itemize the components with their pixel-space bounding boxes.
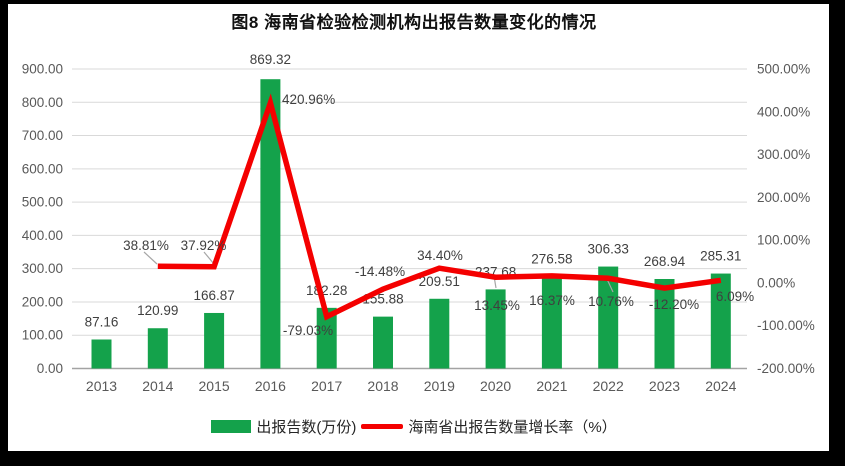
chart-title: 图8 海南省检验检测机构出报告数量变化的情况 bbox=[231, 13, 597, 32]
bar-value-label: 276.58 bbox=[531, 251, 572, 266]
bar bbox=[204, 312, 225, 369]
bar-value-label: 182.28 bbox=[306, 283, 347, 298]
bar bbox=[654, 279, 675, 369]
x-axis-tick-label: 2019 bbox=[424, 378, 455, 394]
growth-value-label: 420.96% bbox=[282, 92, 335, 107]
left-axis-tick-label: 500.00 bbox=[22, 195, 63, 210]
frame-border-right bbox=[829, 0, 845, 466]
right-axis-tick-label: 500.00% bbox=[757, 62, 810, 77]
bar-value-label: 209.51 bbox=[419, 274, 460, 289]
legend-bar-label: 出报告数(万份) bbox=[256, 418, 357, 436]
bar bbox=[260, 79, 281, 369]
bar bbox=[316, 307, 337, 369]
left-axis-tick-label: 100.00 bbox=[22, 328, 63, 343]
x-axis-tick-label: 2018 bbox=[367, 378, 398, 394]
left-axis-tick-label: 900.00 bbox=[22, 62, 63, 77]
x-axis-tick-label: 2015 bbox=[199, 378, 230, 394]
bar bbox=[373, 316, 393, 369]
legend-line-label: 海南省出报告数量增长率（%） bbox=[408, 418, 617, 436]
label-leader-line bbox=[203, 251, 215, 265]
bar-value-label: 120.99 bbox=[137, 303, 178, 318]
bar bbox=[147, 328, 168, 369]
left-axis-tick-label: 300.00 bbox=[22, 261, 63, 276]
growth-value-label: -14.48% bbox=[355, 264, 405, 279]
left-axis-tick-label: 700.00 bbox=[22, 128, 63, 143]
bar-value-label: 306.33 bbox=[588, 242, 629, 257]
x-axis-tick-label: 2020 bbox=[480, 378, 511, 394]
x-axis-tick-label: 2023 bbox=[649, 378, 680, 394]
left-axis-tick-label: 600.00 bbox=[22, 161, 63, 176]
label-leader-line bbox=[606, 278, 614, 293]
bar-value-label: 268.94 bbox=[644, 254, 686, 269]
growth-value-label: 38.81% bbox=[123, 238, 169, 253]
chart-legend: 出报告数(万份) 海南省出报告数量增长率（%） bbox=[0, 413, 828, 439]
right-axis-tick-label: 400.00% bbox=[757, 104, 810, 119]
x-axis-tick-label: 2017 bbox=[311, 378, 342, 394]
growth-value-label: -12.20% bbox=[649, 297, 699, 312]
frame-border-left bbox=[0, 0, 8, 466]
x-axis-tick-label: 2022 bbox=[593, 378, 624, 394]
growth-value-label: 6.09% bbox=[716, 289, 754, 304]
x-axis-tick-label: 2016 bbox=[255, 378, 286, 394]
x-axis-tick-label: 2024 bbox=[705, 378, 736, 394]
bar bbox=[485, 289, 506, 369]
growth-value-label: -79.03% bbox=[283, 323, 333, 338]
right-axis-tick-label: 200.00% bbox=[757, 190, 810, 205]
right-axis-tick-label: 100.00% bbox=[757, 233, 810, 248]
right-axis-tick-label: -100.00% bbox=[757, 318, 815, 333]
legend-line-swatch bbox=[361, 423, 404, 429]
bar bbox=[541, 276, 562, 369]
right-axis-tick-label: 300.00% bbox=[757, 147, 810, 162]
bar bbox=[598, 266, 619, 369]
x-axis-tick-label: 2014 bbox=[142, 378, 173, 394]
frame-border-top bbox=[0, 0, 845, 4]
growth-value-label: 37.92% bbox=[181, 238, 227, 253]
growth-value-label: 16.37% bbox=[529, 293, 575, 308]
bar-value-label: 869.32 bbox=[250, 52, 291, 67]
left-axis-tick-label: 0.00 bbox=[37, 361, 63, 376]
bar-value-label: 87.16 bbox=[85, 314, 119, 329]
growth-value-label: 34.40% bbox=[417, 248, 463, 263]
bar bbox=[429, 298, 450, 369]
frame-border-bottom bbox=[0, 451, 845, 466]
left-axis-tick-label: 400.00 bbox=[22, 228, 63, 243]
growth-line bbox=[157, 93, 722, 321]
left-axis-tick-label: 200.00 bbox=[22, 294, 63, 309]
x-axis-tick-label: 2013 bbox=[86, 378, 117, 394]
bar-value-label: 166.87 bbox=[193, 288, 234, 303]
bar bbox=[91, 339, 112, 369]
growth-value-label: 13.45% bbox=[474, 298, 520, 313]
bar-value-label: 285.31 bbox=[700, 249, 741, 264]
left-axis-tick-label: 800.00 bbox=[22, 95, 63, 110]
growth-value-label: 10.76% bbox=[588, 294, 634, 309]
right-axis-tick-label: -200.00% bbox=[757, 361, 815, 376]
label-leader-line bbox=[143, 251, 158, 265]
bar bbox=[710, 273, 731, 369]
legend-bar-swatch bbox=[211, 419, 252, 433]
right-axis-tick-label: 0.00% bbox=[757, 275, 795, 290]
x-axis-tick-label: 2021 bbox=[536, 378, 567, 394]
